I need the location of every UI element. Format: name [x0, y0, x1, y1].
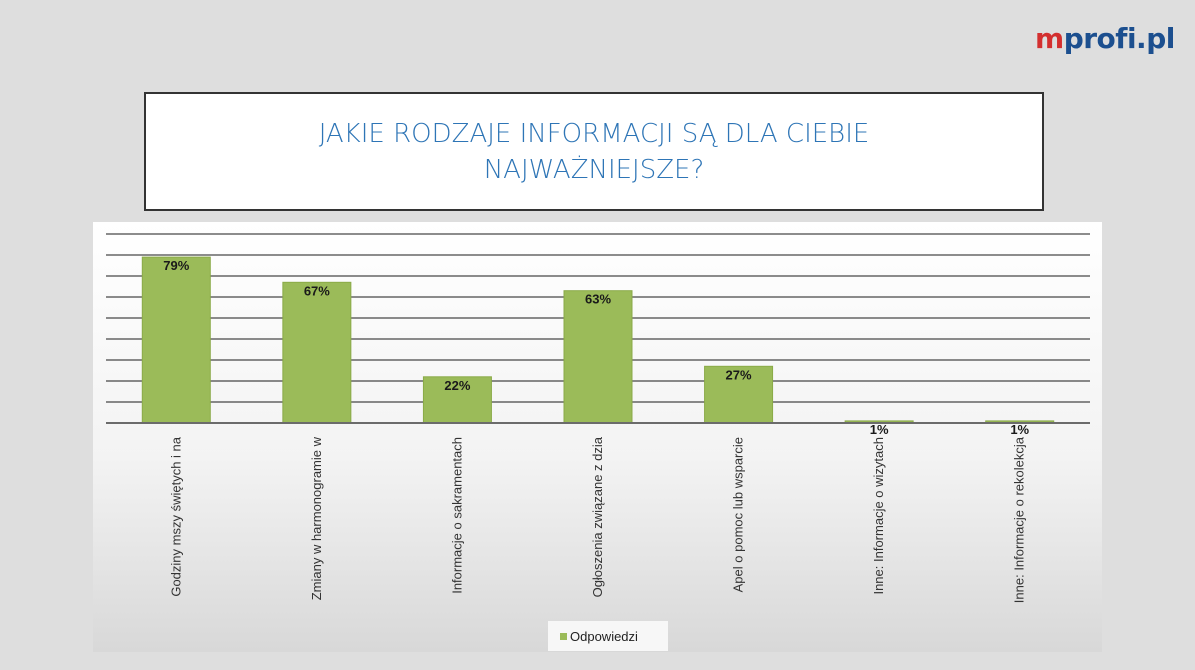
title-box: JAKIE RODZAJE INFORMACJI SĄ DLA CIEBIE N… — [144, 92, 1044, 211]
data-label: 63% — [585, 292, 611, 307]
category-label: Inne: Informacje o wizytach — [871, 437, 886, 595]
data-label: 22% — [444, 378, 470, 393]
bar — [704, 365, 774, 424]
category-label: Zmiany w harmonogramie w — [309, 436, 324, 600]
category-label: Godziny mszy świętych i na — [168, 436, 183, 596]
legend-label: Odpowiedzi — [570, 628, 638, 644]
category-label: Informacje o sakramentach — [449, 437, 464, 594]
logo-text: mprofi.pl — [1035, 22, 1175, 55]
data-label: 79% — [163, 258, 189, 273]
data-label: 1% — [870, 422, 889, 437]
data-label: 27% — [726, 367, 752, 382]
chart-title: JAKIE RODZAJE INFORMACJI SĄ DLA CIEBIE N… — [318, 118, 870, 185]
data-label: 1% — [1010, 422, 1029, 437]
bar — [563, 290, 633, 424]
bar — [141, 256, 211, 424]
mprofi-logo: mprofi.pl — [1035, 22, 1175, 55]
bar — [422, 376, 492, 424]
category-label: Inne: Informacje o rekolekcja — [1012, 436, 1027, 603]
legend-swatch — [560, 632, 567, 640]
legend: Odpowiedzi — [548, 621, 668, 651]
category-label: Ogłoszenia związane z dzia — [590, 436, 605, 597]
data-label: 67% — [304, 283, 330, 298]
category-label: Apel o pomoc lub wsparcie — [731, 437, 746, 592]
bar — [282, 281, 352, 424]
